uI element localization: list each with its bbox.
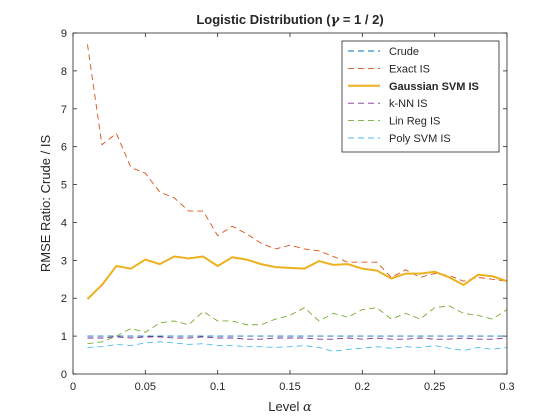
series-line-1 [87,44,508,282]
y-tick-label: 1 [61,331,67,343]
legend: Crude Exact IS Gaussian SVM IS k-NN IS Lin R… [341,40,500,153]
y-tick-label: 6 [61,142,67,154]
y-tick-label: 3 [61,255,67,267]
x-axis-ticks: 0 0.05 0.1 0.15 0.2 0.25 0.3 [70,33,515,393]
legend-entry-label: Crude [389,46,419,58]
series-line-4 [87,305,508,345]
title-gamma: γ [331,13,341,28]
chart-title: Logistic Distribution (γ = 1 / 2) [196,12,383,28]
legend-entry-label: Lin Reg IS [389,116,440,128]
x-axis-label-main: Level [268,399,303,414]
series-line-2 [86,255,508,300]
x-axis-label: Level α [268,399,312,415]
legend-entry-label: k-NN IS [389,98,428,110]
legend-entry-label: Exact IS [389,63,430,75]
y-axis-label: RMSE Ratio: Crude / IS [38,135,53,273]
x-tick-label: 0 [70,381,76,393]
series-line-5 [87,341,508,352]
x-tick-label: 0.3 [499,381,514,393]
x-tick-label: 0.15 [279,381,300,393]
legend-entry-label: Poly SVM IS [389,133,451,145]
series-line-3 [87,336,508,340]
title-rest: = 1 / 2) [339,12,383,27]
legend-box [341,40,500,153]
x-tick-label: 0.05 [135,381,156,393]
y-tick-label: 9 [61,28,67,40]
y-axis-ticks: 0 1 2 3 4 5 6 7 8 9 [61,28,507,381]
x-tick-label: 0.2 [355,381,370,393]
y-tick-label: 5 [61,180,67,192]
x-axis-label-alpha: α [303,400,312,415]
y-tick-label: 4 [61,217,67,229]
title-main: Logistic Distribution ( [196,12,331,27]
series-layer [86,44,508,352]
x-tick-label: 0.1 [210,381,225,393]
legend-entry-label: Gaussian SVM IS [389,81,479,93]
y-tick-label: 2 [61,293,67,305]
y-tick-label: 7 [61,104,67,116]
y-tick-label: 8 [61,66,67,78]
y-tick-label: 0 [61,369,67,381]
x-tick-label: 0.25 [424,381,445,393]
